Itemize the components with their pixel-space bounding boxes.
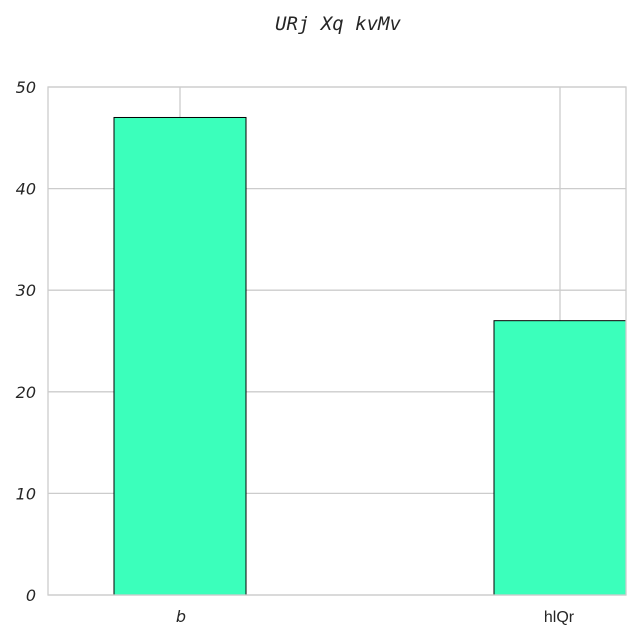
y-tick-label: 40 (16, 180, 36, 199)
y-axis-ticks: 0 10 20 30 40 50 (16, 78, 36, 605)
y-tick-label: 0 (26, 586, 36, 605)
x-tick-label: hlQr (544, 609, 575, 626)
y-tick-label: 30 (16, 281, 36, 300)
y-tick-label: 20 (16, 383, 36, 402)
y-tick-label: 50 (16, 78, 36, 97)
bar-b (113, 116, 247, 596)
bar-hlQr (493, 320, 627, 596)
y-tick-label: 10 (16, 484, 36, 503)
x-axis-ticks: b hlQr (176, 607, 575, 626)
x-tick-label: b (176, 607, 186, 626)
chart-title: URj Xq kvMv (275, 13, 401, 35)
bars (113, 116, 627, 596)
plot-frame (47, 86, 627, 596)
